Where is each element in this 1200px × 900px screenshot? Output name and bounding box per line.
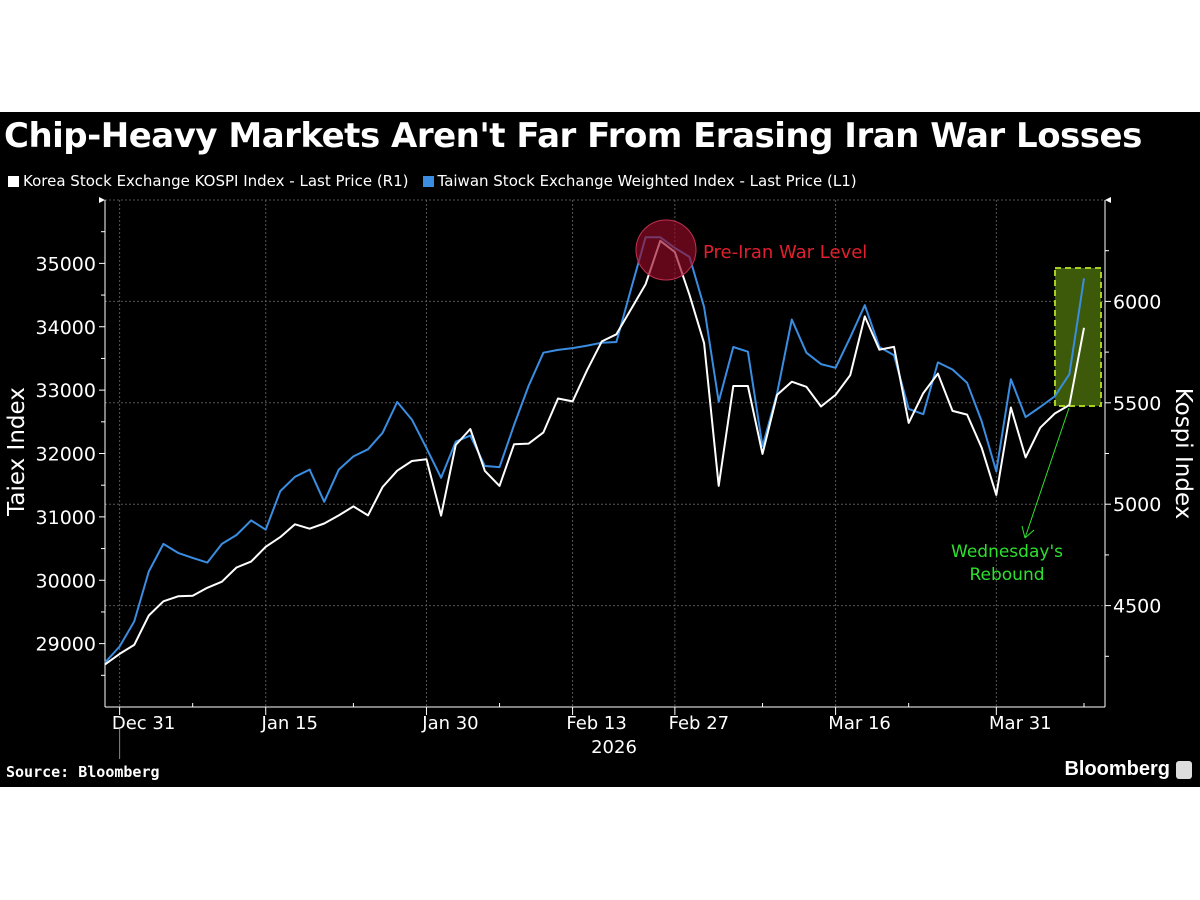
left-tick-label: 31000 xyxy=(36,507,96,529)
bloomberg-logo: Bloomberg xyxy=(1064,758,1192,781)
brand-text: Bloomberg xyxy=(1064,758,1170,780)
right-tick-label: 6000 xyxy=(1113,291,1161,313)
x-tick-label: Jan 30 xyxy=(421,713,478,734)
x-tick-label: Mar 31 xyxy=(989,713,1052,734)
right-tick-label: 4500 xyxy=(1113,596,1161,618)
legend-item-kospi: Korea Stock Exchange KOSPI Index - Last … xyxy=(8,172,409,190)
x-tick-label: Feb 13 xyxy=(566,713,627,734)
chart-title: Chip-Heavy Markets Aren't Far From Erasi… xyxy=(4,116,1142,156)
left-tick-label: 30000 xyxy=(36,570,96,592)
left-tick-label: 34000 xyxy=(36,317,96,339)
x-tick-label: Jan 15 xyxy=(261,713,318,734)
left-tick-label: 33000 xyxy=(36,380,96,402)
left-tick-label: 29000 xyxy=(36,634,96,656)
left-tick-label: 32000 xyxy=(36,444,96,466)
legend-item-taiex: Taiwan Stock Exchange Weighted Index - L… xyxy=(422,172,857,190)
legend-swatch-kospi xyxy=(8,176,19,187)
legend: Korea Stock Exchange KOSPI Index - Last … xyxy=(8,172,857,190)
left-axis-arrow xyxy=(99,197,105,203)
rebound-arrow xyxy=(1024,407,1070,539)
pre-war-level-label: Pre-Iran War Level xyxy=(703,242,867,263)
rebound-arrowhead xyxy=(1021,525,1035,539)
legend-label-taiex: Taiwan Stock Exchange Weighted Index - L… xyxy=(437,172,857,190)
rebound-label: Rebound xyxy=(969,565,1044,585)
x-tick-label: Mar 16 xyxy=(828,713,891,734)
source-note: Source: Bloomberg xyxy=(6,763,160,781)
bloomberg-logo-icon xyxy=(1176,760,1192,779)
legend-swatch-taiex xyxy=(422,176,434,187)
taiex-line xyxy=(104,236,1085,664)
left-axis-title: Taiex Index xyxy=(4,387,30,517)
legend-label-kospi: Korea Stock Exchange KOSPI Index - Last … xyxy=(23,172,409,190)
x-tick-label: Feb 27 xyxy=(669,713,730,734)
left-tick-label: 35000 xyxy=(36,253,96,275)
right-axis-title: Kospi Index xyxy=(1170,388,1196,520)
x-year-label: 2026 xyxy=(591,737,637,758)
pre-war-level-circle xyxy=(635,219,697,281)
kospi-line xyxy=(104,239,1085,666)
rebound-label: Wednesday's xyxy=(951,542,1063,562)
right-axis-arrow xyxy=(1105,197,1111,203)
right-tick-label: 5000 xyxy=(1113,494,1161,516)
x-tick-label: Dec 31 xyxy=(112,713,175,734)
right-tick-label: 5500 xyxy=(1113,393,1161,415)
